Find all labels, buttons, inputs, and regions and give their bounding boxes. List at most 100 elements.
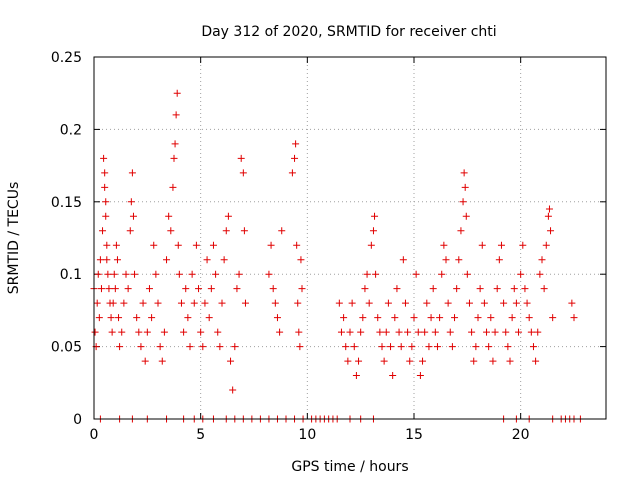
data-point bbox=[361, 285, 369, 293]
data-point bbox=[269, 285, 277, 293]
plot-frame bbox=[93, 56, 607, 420]
data-point bbox=[387, 343, 395, 351]
data-point bbox=[156, 343, 164, 351]
data-point bbox=[502, 328, 510, 336]
data-point bbox=[393, 285, 401, 293]
data-point bbox=[94, 270, 102, 278]
data-point bbox=[96, 256, 104, 264]
data-point bbox=[508, 314, 516, 322]
data-point bbox=[412, 270, 420, 278]
data-point bbox=[512, 299, 520, 307]
data-point bbox=[141, 357, 149, 365]
data-point bbox=[212, 270, 220, 278]
data-point bbox=[429, 285, 437, 293]
data-point bbox=[95, 314, 103, 322]
data-point bbox=[570, 314, 578, 322]
data-point bbox=[348, 299, 356, 307]
data-point bbox=[154, 299, 162, 307]
data-point bbox=[167, 227, 175, 235]
data-point bbox=[188, 270, 196, 278]
chart-title: Day 312 of 2020, SRMTID for receiver cht… bbox=[201, 24, 496, 40]
data-point bbox=[491, 328, 499, 336]
x-tick-label: 20 bbox=[512, 427, 530, 443]
data-point bbox=[380, 357, 388, 365]
data-point bbox=[120, 299, 128, 307]
data-point bbox=[342, 343, 350, 351]
data-point bbox=[510, 285, 518, 293]
tick-marks bbox=[93, 56, 606, 420]
data-point bbox=[182, 285, 190, 293]
data-point bbox=[389, 372, 397, 380]
data-point bbox=[440, 241, 448, 249]
data-point bbox=[180, 328, 188, 336]
data-point bbox=[335, 299, 343, 307]
data-point bbox=[186, 343, 194, 351]
data-point bbox=[192, 241, 200, 249]
data-point bbox=[129, 212, 137, 220]
y-tick-label: 0 bbox=[73, 412, 82, 428]
data-point bbox=[105, 285, 113, 293]
data-point bbox=[133, 314, 141, 322]
data-point bbox=[135, 328, 143, 336]
data-point bbox=[515, 328, 523, 336]
data-point bbox=[239, 169, 247, 177]
data-point bbox=[107, 314, 115, 322]
data-point bbox=[442, 256, 450, 264]
data-point bbox=[544, 212, 552, 220]
data-point bbox=[421, 328, 429, 336]
data-point bbox=[483, 328, 491, 336]
data-point bbox=[493, 285, 501, 293]
data-point bbox=[462, 212, 470, 220]
data-point bbox=[470, 357, 478, 365]
data-point bbox=[478, 241, 486, 249]
data-point bbox=[374, 314, 382, 322]
data-point bbox=[474, 314, 482, 322]
data-point bbox=[203, 256, 211, 264]
data-point bbox=[276, 328, 284, 336]
data-point bbox=[472, 343, 480, 351]
data-point bbox=[99, 227, 107, 235]
data-point bbox=[222, 227, 230, 235]
data-point bbox=[216, 343, 224, 351]
x-tick-label: 10 bbox=[298, 427, 316, 443]
data-point bbox=[174, 241, 182, 249]
data-point bbox=[350, 343, 358, 351]
data-point bbox=[340, 314, 348, 322]
data-point bbox=[152, 270, 160, 278]
x-tick-label: 0 bbox=[90, 427, 99, 443]
data-point bbox=[391, 314, 399, 322]
data-point bbox=[406, 357, 414, 365]
data-point bbox=[295, 328, 303, 336]
data-point bbox=[209, 241, 217, 249]
data-point bbox=[201, 299, 209, 307]
data-point bbox=[372, 270, 380, 278]
data-point bbox=[190, 299, 198, 307]
data-point bbox=[521, 285, 529, 293]
y-tick-label: 0.25 bbox=[51, 50, 82, 66]
data-point bbox=[371, 212, 379, 220]
data-point bbox=[103, 241, 111, 249]
data-point bbox=[489, 357, 497, 365]
data-point bbox=[495, 256, 503, 264]
y-tick-label: 0.1 bbox=[60, 267, 82, 283]
data-point bbox=[423, 299, 431, 307]
data-point bbox=[218, 299, 226, 307]
data-point bbox=[367, 241, 375, 249]
data-point bbox=[433, 343, 441, 351]
data-point bbox=[408, 343, 416, 351]
data-point bbox=[163, 256, 171, 264]
data-point bbox=[404, 328, 412, 336]
data-point bbox=[410, 314, 418, 322]
data-point bbox=[101, 169, 109, 177]
data-point bbox=[160, 328, 168, 336]
data-point bbox=[346, 328, 354, 336]
data-point bbox=[126, 227, 134, 235]
data-point bbox=[506, 357, 514, 365]
data-point bbox=[517, 270, 525, 278]
data-point bbox=[102, 212, 110, 220]
data-point bbox=[337, 328, 345, 336]
data-point bbox=[487, 314, 495, 322]
data-point bbox=[344, 357, 352, 365]
data-point bbox=[504, 343, 512, 351]
data-point bbox=[124, 285, 132, 293]
